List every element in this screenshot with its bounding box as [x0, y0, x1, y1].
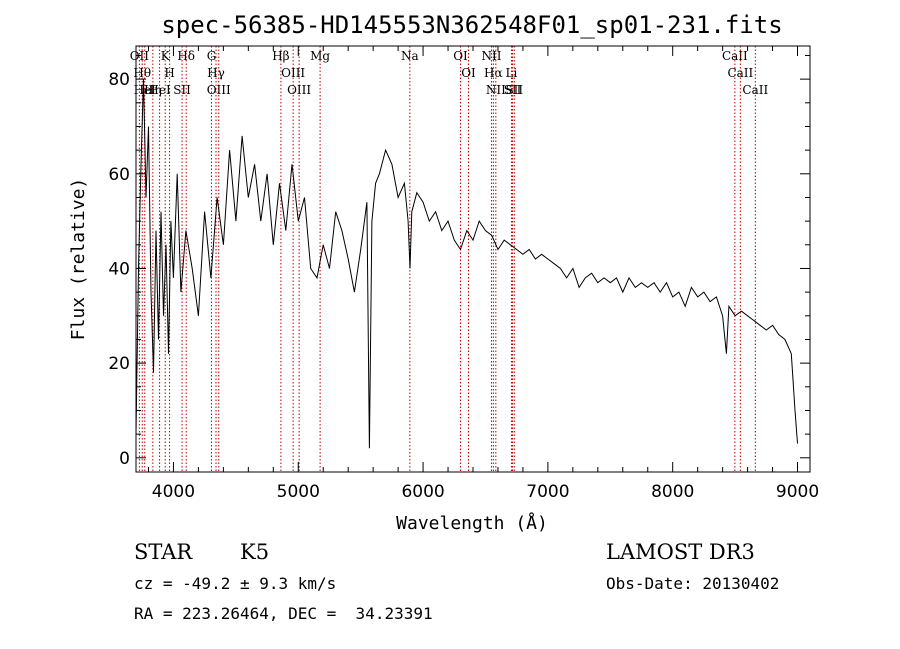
y-tick-label-4: 80: [108, 70, 130, 90]
line-label-10: Hγ: [207, 66, 225, 80]
line-label-6: H: [164, 66, 174, 80]
line-label-18: OI: [461, 66, 476, 80]
line-label-27: CaII: [742, 83, 768, 97]
line-label-11: OIII: [207, 83, 231, 97]
x-tick-label-3: 7000: [526, 482, 569, 502]
plot-frame: [135, 45, 811, 473]
redshift-text: cz = -49.2 ± 9.3 km/s: [134, 574, 337, 593]
line-label-19: NII: [481, 49, 501, 63]
line-label-20: Hα: [484, 66, 503, 80]
y-tick-label-2: 40: [108, 259, 130, 279]
x-tick-label-5: 9000: [776, 482, 819, 502]
line-label-1: Hθ: [133, 66, 151, 80]
spectrum-line-0: [135, 79, 798, 449]
y-tick-label-1: 20: [108, 354, 130, 374]
line-label-4: HeI: [148, 83, 171, 97]
line-label-14: OIII: [287, 83, 311, 97]
line-label-21: NII: [486, 83, 506, 97]
line-label-0: OII: [130, 49, 150, 63]
object-class: STAR: [134, 540, 193, 564]
line-label-9: G: [207, 49, 217, 63]
line-label-24: SII: [505, 83, 523, 97]
chart-title: spec-56385-HD145553N362548F01_sp01-231.f…: [161, 11, 782, 39]
coordinates-text: RA = 223.26464, DEC = 34.23391: [134, 604, 433, 623]
line-label-25: CaII: [722, 49, 748, 63]
y-tick-label-0: 0: [119, 449, 130, 469]
line-label-8: Hδ: [177, 49, 195, 63]
line-label-15: Mg: [310, 49, 330, 63]
line-label-3: Hη: [144, 83, 162, 97]
y-axis-label: Flux (relative): [68, 178, 89, 341]
line-label-16: Na: [401, 49, 419, 63]
line-label-23: SII: [504, 83, 522, 97]
x-tick-label-0: 4000: [152, 482, 195, 502]
line-label-26: CaII: [727, 66, 753, 80]
y-tick-label-3: 60: [108, 165, 130, 185]
object-subclass: K5: [240, 540, 270, 564]
line-label-22: Li: [506, 66, 518, 80]
line-label-12: Hβ: [272, 49, 289, 63]
obs-date-text: Obs-Date: 20130402: [606, 574, 780, 593]
survey-label: LAMOST DR3: [606, 540, 755, 564]
x-tick-label-1: 5000: [277, 482, 320, 502]
x-tick-label-4: 8000: [651, 482, 694, 502]
line-label-7: SII: [173, 83, 191, 97]
line-label-5: K: [161, 49, 171, 63]
x-axis-label: Wavelength (Å): [396, 512, 548, 534]
x-axis: 4000 5000 6000 7000 8000 9000: [147, 46, 819, 502]
line-label-17: OI: [453, 49, 468, 63]
y-axis: 0 20 40 60 80: [108, 54, 810, 469]
line-label-13: OIII: [281, 66, 305, 80]
x-tick-label-2: 6000: [401, 482, 444, 502]
line-label-2: HeI: [134, 83, 157, 97]
plot-area: [135, 79, 798, 449]
